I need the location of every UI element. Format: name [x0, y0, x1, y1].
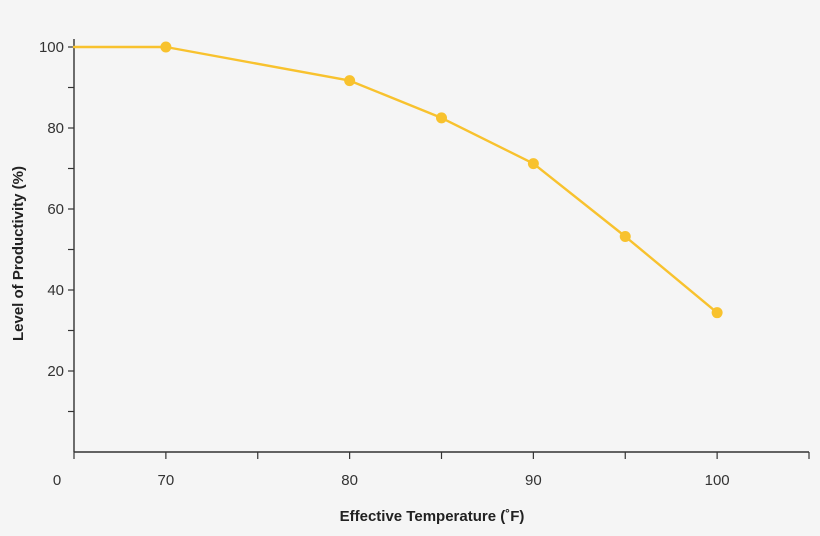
data-point: [711, 307, 723, 319]
y-axis-title: Level of Productivity (%): [10, 166, 27, 341]
y-tick-label: 40: [47, 282, 64, 299]
series-layer: [72, 41, 723, 319]
data-point: [527, 158, 539, 170]
y-tick-label: 60: [47, 201, 64, 218]
y-tick-label: 20: [47, 363, 64, 380]
data-point: [160, 41, 172, 53]
y-tick-label: 80: [47, 120, 64, 137]
axes: [73, 39, 809, 453]
data-point: [619, 231, 631, 243]
x-tick-label: 90: [525, 472, 542, 489]
data-point: [344, 75, 356, 87]
series-line: [72, 45, 719, 314]
x-tick-label: 70: [158, 472, 175, 489]
x-axis-title: Effective Temperature (˚F): [340, 508, 525, 525]
x-tick-label: 80: [341, 472, 358, 489]
x-tick-label: 100: [705, 472, 730, 489]
y-tick-label: 100: [39, 39, 64, 56]
ticks: 20 40 60 80 100 70 80 90 100: [39, 39, 810, 489]
x-origin-label: 0: [53, 472, 61, 489]
data-point: [436, 112, 447, 124]
